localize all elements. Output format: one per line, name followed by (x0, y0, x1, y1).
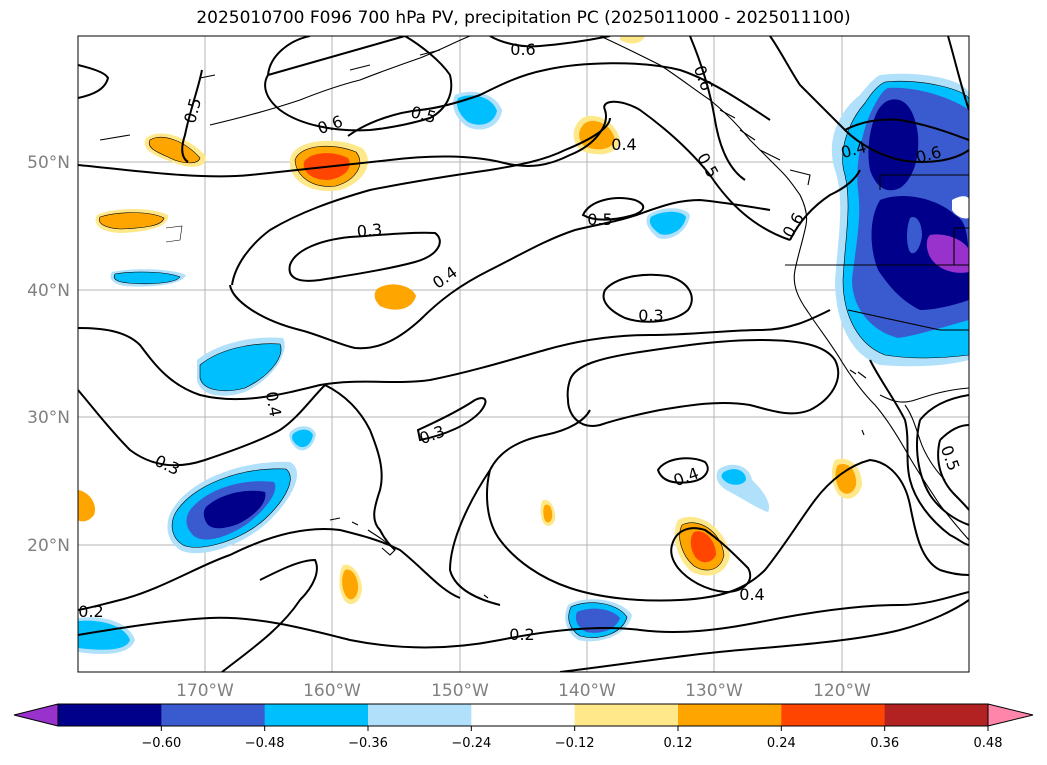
contour-label: 0.2 (509, 625, 534, 644)
lat-label: 40°N (27, 281, 70, 301)
lon-label: 150°W (431, 681, 489, 701)
pv-contours (78, 36, 969, 672)
contour-label: 0.4 (262, 390, 285, 418)
contour-label: 0.4 (739, 585, 764, 604)
colorbar-swatch (574, 704, 679, 726)
colorbar-swatch (264, 704, 369, 726)
colorbar-tick-label: 0.24 (767, 736, 796, 751)
lon-label: 140°W (558, 681, 616, 701)
colorbar-tick-label: −0.48 (245, 736, 285, 751)
colorbar-tick-label: −0.12 (555, 736, 595, 751)
lon-label: 160°W (303, 681, 361, 701)
colorbar-tick-label: 0.48 (974, 736, 1003, 751)
colorbar-swatch (161, 704, 266, 726)
contour-label: 0.6 (510, 40, 535, 59)
colorbar-tick-label: −0.24 (451, 736, 491, 751)
lat-label: 30°N (27, 408, 70, 428)
contour-label: 0.5 (587, 210, 612, 229)
lon-label: 170°W (176, 681, 234, 701)
colorbar-swatch (678, 704, 782, 726)
colorbar-swatch (781, 704, 886, 726)
colorbar-tick-label: −0.60 (141, 736, 181, 751)
lat-label: 50°N (27, 153, 70, 173)
precip-outlines (99, 80, 969, 638)
colorbar-swatch (58, 704, 162, 726)
lat-label: 20°N (27, 536, 70, 556)
colorbar-tick-label: −0.36 (348, 736, 388, 751)
colorbar-swatch (368, 704, 472, 726)
lon-label: 130°W (685, 681, 743, 701)
colorbar-extend-high (988, 704, 1033, 726)
contour-label: 0.2 (78, 602, 103, 621)
coastlines (99, 36, 969, 599)
contour-label: 0.4 (611, 135, 636, 154)
colorbar-swatch (471, 704, 576, 726)
contour-label: 0.3 (638, 306, 663, 325)
lon-label: 120°W (813, 681, 871, 701)
colorbar: −0.60 −0.48 −0.36 −0.24 −0.12 0.12 0.24 0.36 0.4… (13, 703, 1034, 751)
latitude-labels: 50°N 40°N 30°N 20°N (27, 153, 70, 556)
contour-label: 0.3 (356, 220, 383, 241)
colorbar-tick-label: 0.12 (664, 736, 693, 751)
longitude-labels: 170°W 160°W 150°W 140°W 130°W 120°W (176, 681, 871, 701)
colorbar-extend-low (14, 704, 58, 726)
precip-negative (78, 73, 969, 655)
map-title: 2025010700 F096 700 hPa PV, precipitatio… (196, 8, 851, 28)
colorbar-swatch (884, 704, 989, 726)
map-frame (77, 35, 970, 673)
colorbar-tick-label: 0.36 (870, 736, 899, 751)
